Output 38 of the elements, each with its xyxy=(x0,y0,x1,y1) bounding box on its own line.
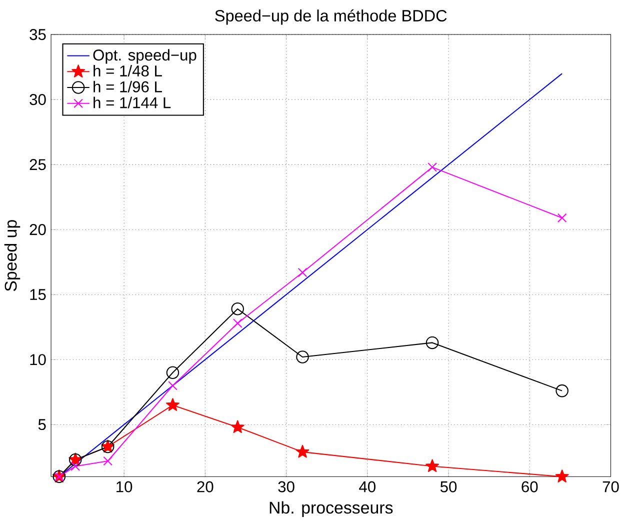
point xyxy=(557,213,567,222)
point xyxy=(230,420,244,433)
x-axis-title: Nb. processeurs xyxy=(270,501,393,517)
x-tick-label: 20 xyxy=(197,481,214,492)
point xyxy=(556,384,568,397)
y-axis-title: Speed up xyxy=(4,220,20,291)
x-tick-label: 10 xyxy=(116,481,132,492)
point xyxy=(231,302,244,316)
point xyxy=(103,456,112,466)
y-tick-label: 20 xyxy=(30,224,46,235)
point xyxy=(296,444,310,458)
point xyxy=(232,318,242,328)
y-tick-label: 10 xyxy=(30,354,46,365)
chart-title: Speed−up de la méthode BDDC xyxy=(215,9,447,25)
point xyxy=(166,366,180,379)
x-tick-label: 70 xyxy=(602,481,619,492)
point xyxy=(296,350,309,364)
point xyxy=(426,458,439,472)
point xyxy=(70,461,80,471)
point xyxy=(555,469,569,482)
x-tick-label: 40 xyxy=(359,481,376,492)
x-tick-label: 50 xyxy=(440,481,457,492)
legend-label: h = 1/48 L xyxy=(94,64,162,76)
point xyxy=(428,162,437,172)
x-tick-label: 30 xyxy=(278,481,294,492)
legend-label: Opt. speed−up xyxy=(93,48,196,64)
y-tick-label: 30 xyxy=(30,94,46,105)
point xyxy=(426,336,439,349)
y-tick-label: 35 xyxy=(30,28,46,40)
point xyxy=(298,268,308,277)
y-tick-label: 5 xyxy=(38,418,46,430)
legend-label: h = 1/144 L xyxy=(94,96,171,108)
y-tick-label: 15 xyxy=(30,288,46,300)
x-tick-label: 60 xyxy=(522,481,538,492)
y-tick-label: 25 xyxy=(30,158,46,170)
point xyxy=(166,398,180,411)
legend-label: h = 1/96 L xyxy=(94,80,162,92)
point xyxy=(168,380,178,390)
